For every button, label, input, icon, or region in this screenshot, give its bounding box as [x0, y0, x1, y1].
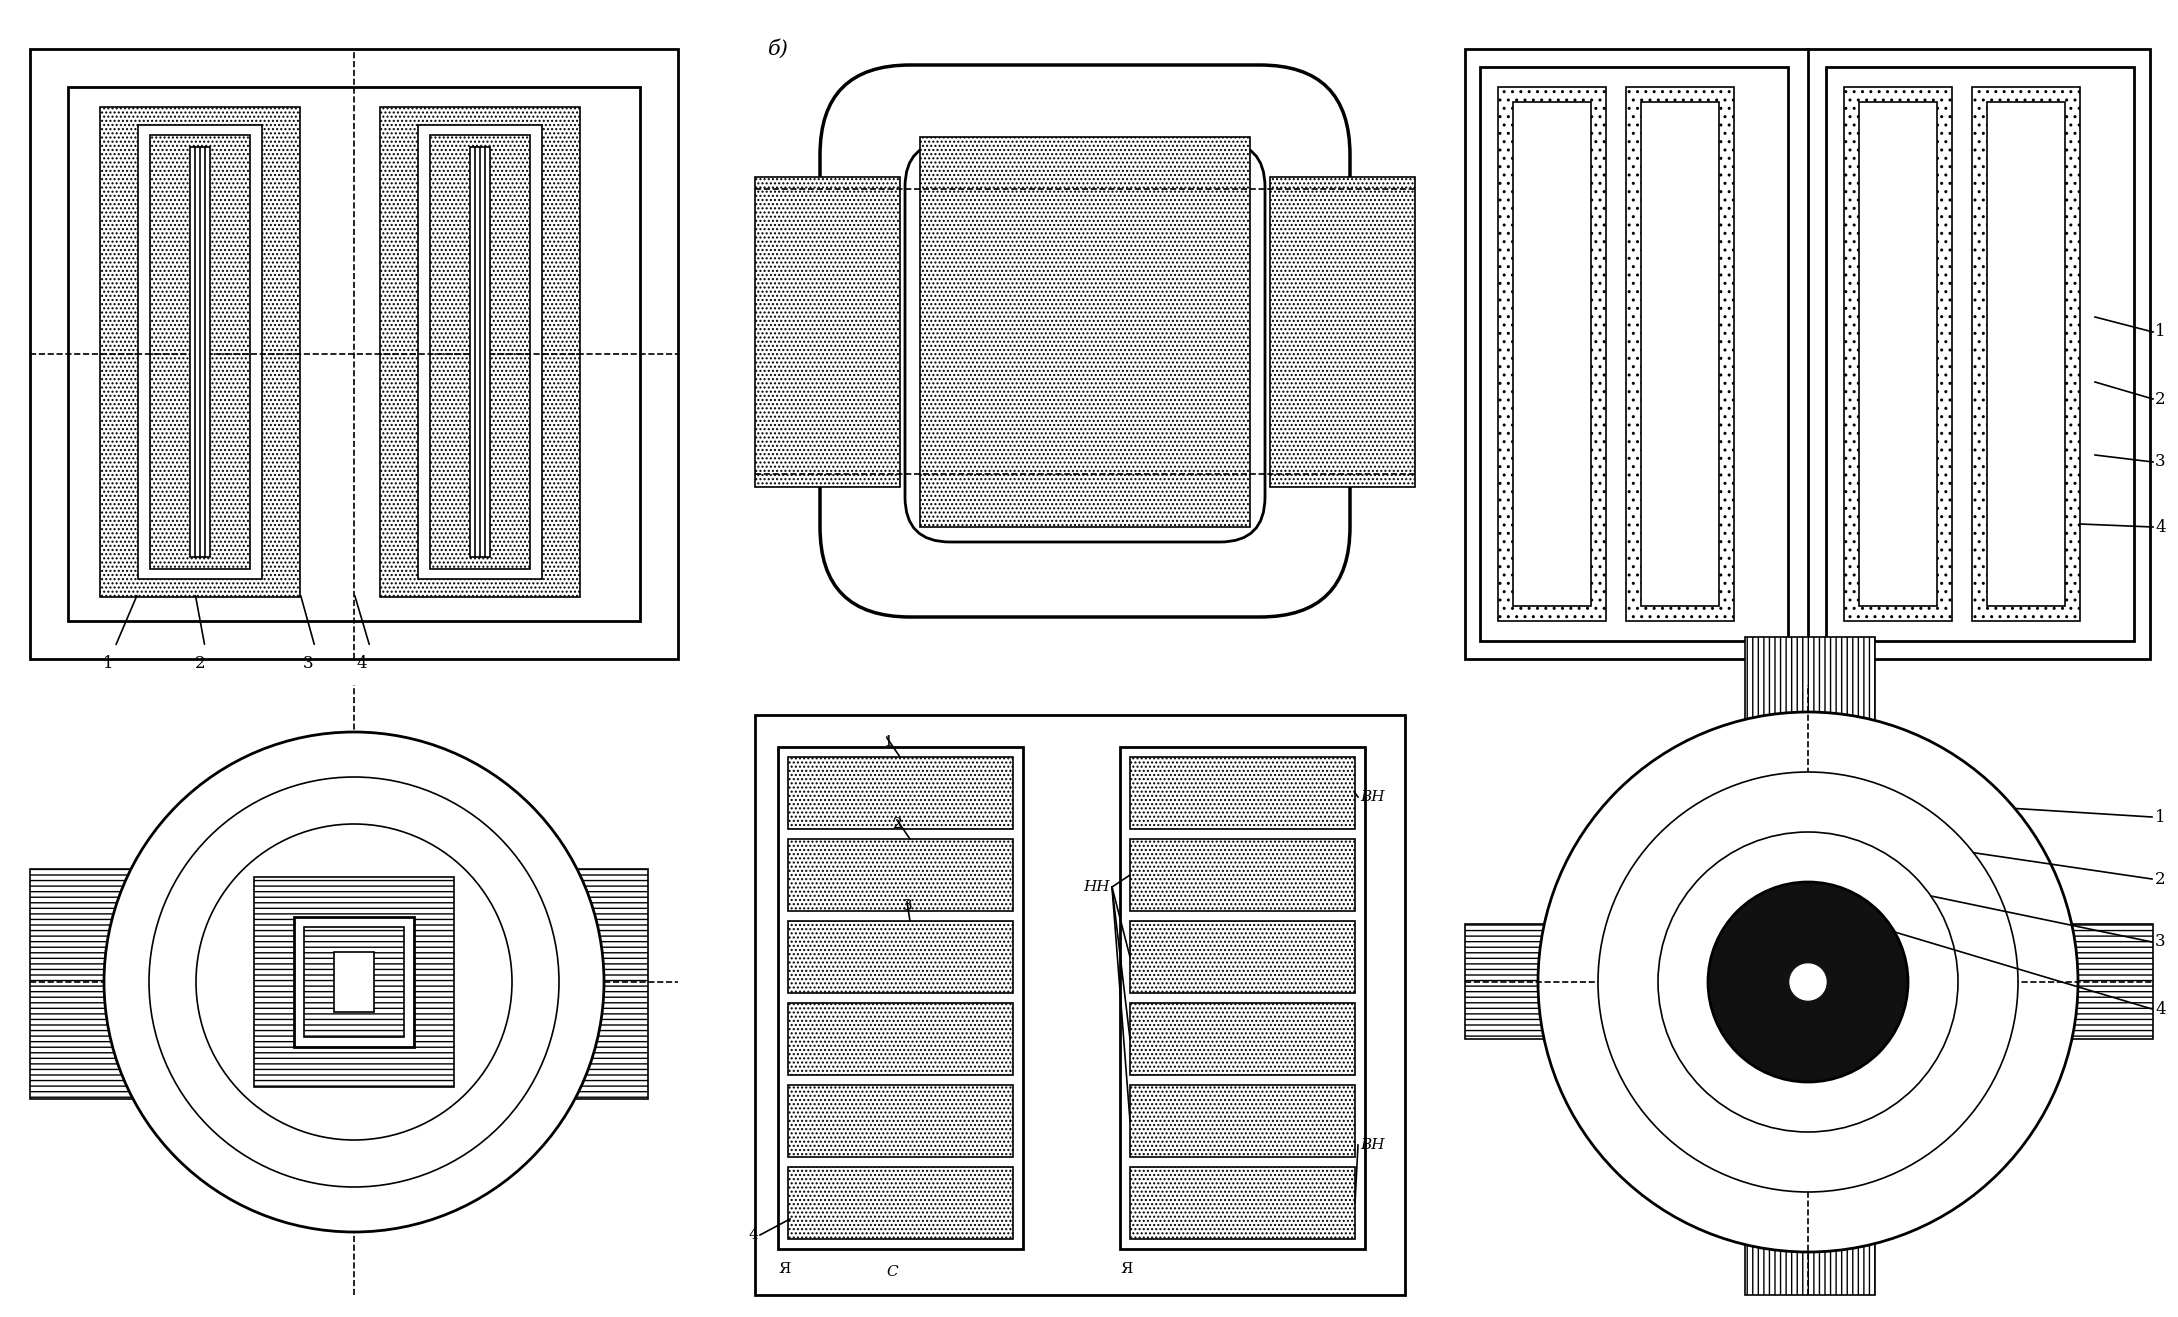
Text: 3: 3 — [303, 655, 314, 672]
Bar — [1130, 921, 1355, 993]
Bar — [1825, 67, 2134, 641]
Circle shape — [1790, 964, 1825, 1000]
Bar — [788, 839, 1013, 911]
Text: ВН: ВН — [1359, 790, 1385, 803]
Bar — [68, 87, 640, 622]
Bar — [1514, 101, 1590, 606]
Bar — [294, 917, 414, 1047]
Bar — [30, 869, 139, 1098]
Text: 3: 3 — [2154, 453, 2165, 470]
Bar — [1270, 176, 1416, 487]
Bar — [1130, 757, 1355, 828]
Text: 1: 1 — [882, 735, 893, 749]
Text: 2: 2 — [893, 817, 902, 831]
Bar — [778, 747, 1024, 1249]
Bar — [538, 869, 649, 1098]
Ellipse shape — [105, 732, 603, 1231]
Bar — [2039, 925, 2154, 1039]
Text: 2: 2 — [2154, 391, 2165, 407]
Bar — [1745, 637, 1875, 727]
Bar — [470, 148, 490, 557]
Bar — [189, 148, 209, 557]
Bar — [1481, 67, 1788, 641]
Text: Я: Я — [778, 1262, 791, 1276]
Text: С: С — [886, 1266, 897, 1279]
Circle shape — [1538, 712, 2078, 1252]
Bar — [255, 877, 453, 1087]
Bar — [429, 136, 529, 569]
Ellipse shape — [148, 777, 560, 1187]
Bar — [1745, 1205, 1875, 1295]
Bar — [1971, 87, 2080, 622]
FancyBboxPatch shape — [819, 65, 1350, 616]
Text: 1: 1 — [2154, 809, 2165, 826]
Bar — [1130, 839, 1355, 911]
Bar — [756, 715, 1405, 1295]
Bar — [756, 176, 900, 487]
Text: 3: 3 — [2154, 934, 2165, 951]
Bar — [333, 952, 375, 1011]
Bar — [137, 125, 261, 579]
Bar — [100, 107, 301, 597]
Text: 4: 4 — [749, 1227, 758, 1242]
Circle shape — [1599, 772, 2019, 1192]
Text: Я: Я — [1119, 1262, 1133, 1276]
Bar — [1498, 87, 1605, 622]
Text: ВН: ВН — [1359, 1138, 1385, 1152]
Circle shape — [1657, 832, 1958, 1133]
Text: 4: 4 — [357, 655, 368, 672]
Bar — [1466, 49, 2150, 659]
Bar — [418, 125, 542, 579]
Bar — [1845, 87, 1951, 622]
Bar — [1627, 87, 1734, 622]
Bar — [1986, 101, 2065, 606]
Ellipse shape — [196, 824, 512, 1141]
Bar — [788, 1167, 1013, 1239]
FancyBboxPatch shape — [906, 142, 1265, 543]
Bar — [1640, 101, 1718, 606]
Circle shape — [1708, 882, 1908, 1083]
Bar — [30, 49, 677, 659]
Text: 1: 1 — [102, 655, 113, 672]
Bar — [788, 921, 1013, 993]
Bar — [1466, 925, 1579, 1039]
Bar — [305, 927, 403, 1036]
Bar — [919, 137, 1250, 527]
Text: 2: 2 — [2154, 871, 2165, 888]
Bar — [379, 107, 579, 597]
Bar — [1119, 747, 1366, 1249]
Text: 4: 4 — [2154, 519, 2165, 536]
Text: 1: 1 — [2154, 324, 2165, 341]
Text: 3: 3 — [904, 900, 913, 913]
Text: б): б) — [769, 40, 788, 59]
Text: НН: НН — [1082, 880, 1111, 894]
Bar — [1130, 1085, 1355, 1158]
Bar — [788, 757, 1013, 828]
Bar — [1130, 1167, 1355, 1239]
Bar — [1130, 1004, 1355, 1075]
Text: 2: 2 — [194, 655, 205, 672]
Bar — [788, 1085, 1013, 1158]
Text: 4: 4 — [2154, 1001, 2165, 1018]
Bar — [150, 136, 250, 569]
Bar — [788, 1004, 1013, 1075]
Bar — [1860, 101, 1936, 606]
